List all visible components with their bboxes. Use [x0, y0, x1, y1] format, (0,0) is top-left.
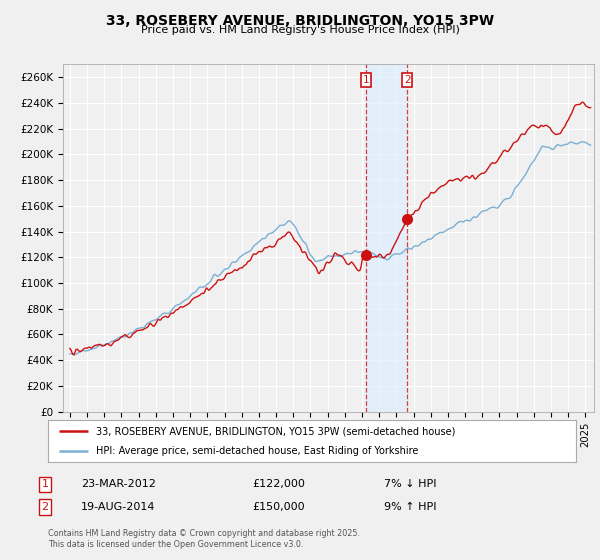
Text: Price paid vs. HM Land Registry's House Price Index (HPI): Price paid vs. HM Land Registry's House … [140, 25, 460, 35]
Text: 23-MAR-2012: 23-MAR-2012 [81, 479, 156, 489]
Text: £150,000: £150,000 [252, 502, 305, 512]
Text: £122,000: £122,000 [252, 479, 305, 489]
Text: 7% ↓ HPI: 7% ↓ HPI [384, 479, 437, 489]
Text: 33, ROSEBERY AVENUE, BRIDLINGTON, YO15 3PW: 33, ROSEBERY AVENUE, BRIDLINGTON, YO15 3… [106, 14, 494, 28]
Text: 1: 1 [362, 75, 369, 85]
Text: 2: 2 [404, 75, 410, 85]
Text: 9% ↑ HPI: 9% ↑ HPI [384, 502, 437, 512]
Text: 2: 2 [41, 502, 49, 512]
Bar [366, 64, 407, 412]
Text: 1: 1 [41, 479, 49, 489]
Text: 33, ROSEBERY AVENUE, BRIDLINGTON, YO15 3PW (semi-detached house): 33, ROSEBERY AVENUE, BRIDLINGTON, YO15 3… [95, 426, 455, 436]
Text: Contains HM Land Registry data © Crown copyright and database right 2025.
This d: Contains HM Land Registry data © Crown c… [48, 529, 360, 549]
Text: 19-AUG-2014: 19-AUG-2014 [81, 502, 155, 512]
Text: HPI: Average price, semi-detached house, East Riding of Yorkshire: HPI: Average price, semi-detached house,… [95, 446, 418, 456]
